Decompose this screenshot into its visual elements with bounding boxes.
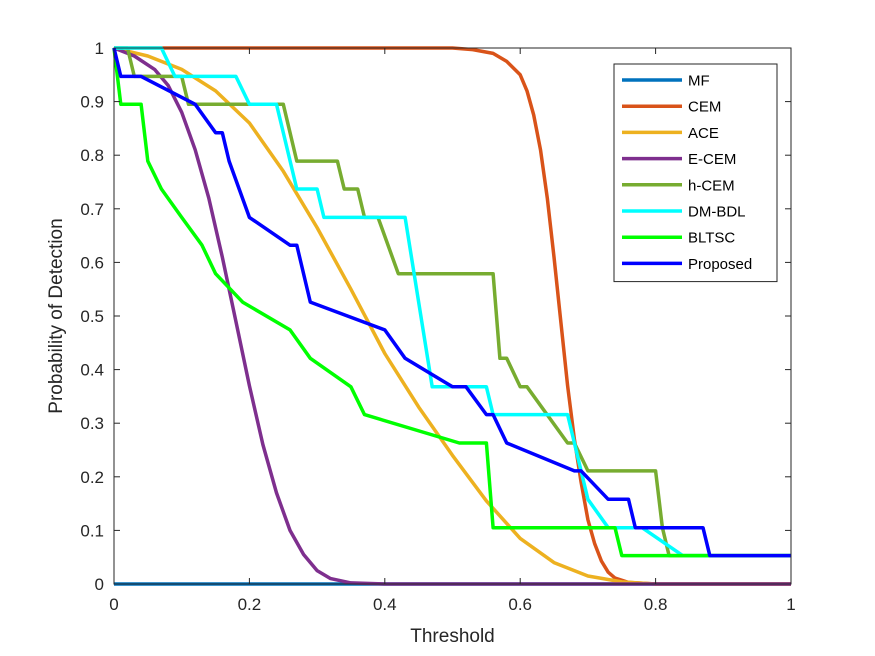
- legend-label-e-cem: E-CEM: [688, 151, 736, 168]
- y-tick-label: 0.2: [80, 468, 104, 487]
- series-line-dm-bdl: [114, 46, 791, 558]
- series-line-e-cem: [113, 46, 791, 586]
- x-tick-label: 0.6: [508, 595, 532, 614]
- y-tick-label: 0.6: [80, 253, 104, 272]
- tick-layer: 0 0.2 0.4 0.6 0.8 1 0 0.1 0.2 0.3 0.4 0.5 0.6 0.7 0.8 0…: [80, 39, 795, 614]
- x-tick-label: 0: [109, 595, 118, 614]
- x-tick-label: 1: [786, 595, 795, 614]
- series-layer: [112, 46, 791, 586]
- y-tick-label: 0.5: [80, 307, 104, 326]
- series-line-proposed: [112, 47, 791, 558]
- x-tick-label: 0.2: [238, 595, 262, 614]
- series-line-h-cem: [114, 46, 791, 558]
- y-tick-label: 0.9: [80, 93, 104, 112]
- y-tick-label: 0.1: [80, 521, 104, 540]
- y-tick-label: 1: [95, 39, 104, 58]
- legend-box: [613, 63, 778, 283]
- series-line-ace: [113, 46, 791, 586]
- y-tick-label: 0.4: [80, 361, 104, 380]
- x-tick-label: 0.4: [373, 595, 397, 614]
- legend-label-h-cem: h-CEM: [688, 177, 735, 194]
- y-tick-label: 0.3: [80, 414, 104, 433]
- legend-label-proposed: Proposed: [688, 256, 752, 273]
- legend: MF CEM ACE E-CEM h-CEM DM-BDL BLTSC Proposed: [613, 63, 778, 283]
- y-tick-label: 0.8: [80, 146, 104, 165]
- y-tick-label: 0: [95, 575, 104, 594]
- y-tick-label: 0.7: [80, 200, 104, 219]
- x-tick-label: 0.8: [644, 595, 668, 614]
- y-axis-title: Probability of Detection: [46, 218, 67, 413]
- legend-label-bltsc: BLTSC: [688, 230, 735, 247]
- legend-label-cem: CEM: [688, 99, 721, 116]
- series-line-bltsc: [112, 47, 791, 558]
- legend-label-mf: MF: [688, 73, 710, 90]
- x-axis-title: Threshold: [410, 626, 495, 647]
- legend-label-dm-bdl: DM-BDL: [688, 204, 746, 221]
- legend-label-ace: ACE: [688, 125, 719, 142]
- series-line-cem: [114, 46, 791, 586]
